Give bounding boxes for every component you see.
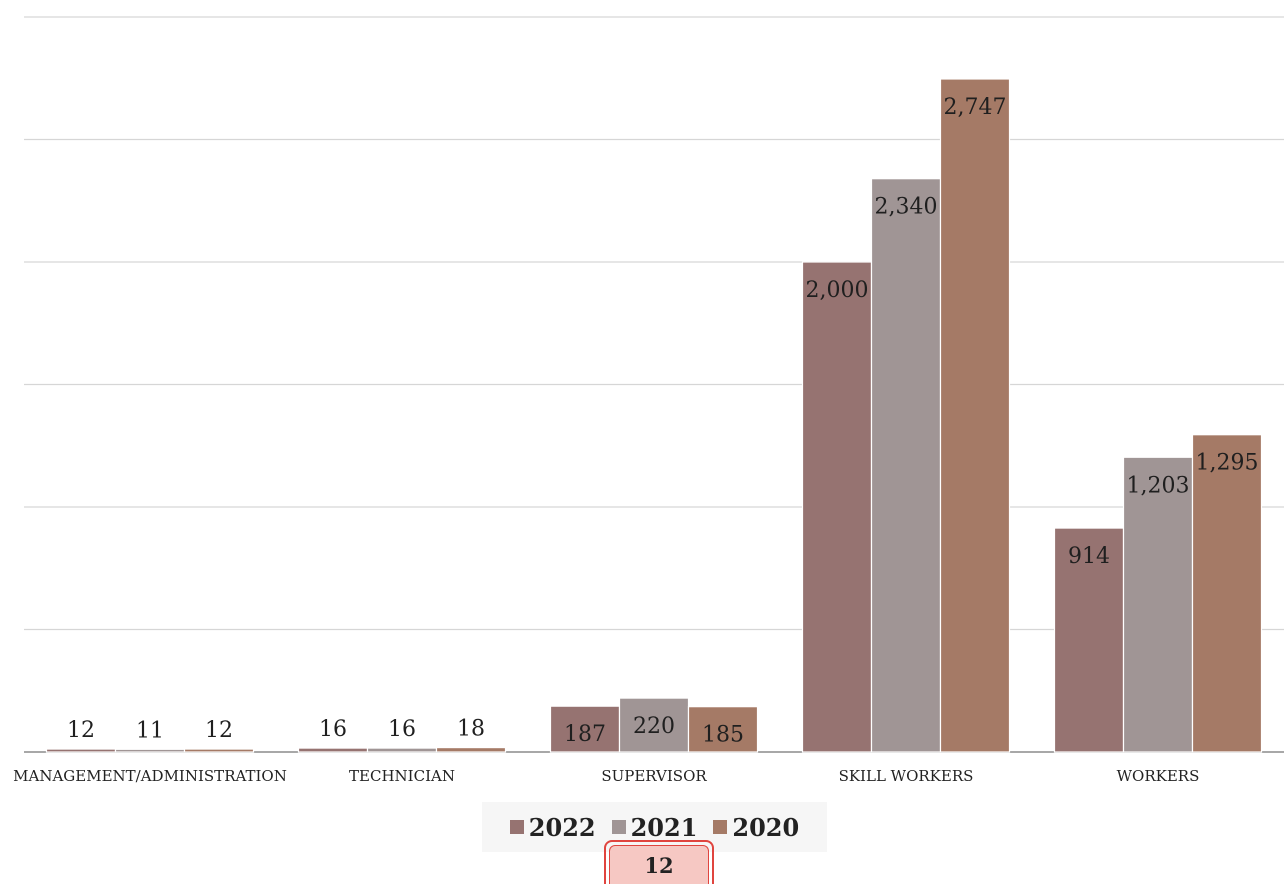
legend-item-2022[interactable]: 2022	[509, 812, 596, 842]
data-label-2021-3: 2,340	[875, 195, 938, 220]
bar-2020-0[interactable]	[183, 748, 255, 753]
bar-2020-4[interactable]	[1191, 434, 1263, 753]
bar-2020-1[interactable]	[435, 746, 507, 753]
bar-2021-2[interactable]	[618, 697, 690, 753]
data-label-2020-2: 185	[702, 723, 744, 748]
data-label-2022-4: 914	[1068, 544, 1110, 569]
bars	[45, 78, 1263, 753]
bar-chart: 12 11 12 16 16 18 187 220 185 2,000 2,340 2,747 914 1…	[13, 16, 1284, 785]
legend-label-2022: 2022	[528, 812, 596, 842]
legend-item-2021[interactable]: 2021	[611, 812, 698, 842]
legend-swatch-2020	[713, 820, 728, 834]
bar-2021-0[interactable]	[114, 748, 186, 753]
data-label-2020-0: 12	[205, 718, 233, 743]
bar-2021-1[interactable]	[366, 747, 438, 753]
value-tooltip: 12	[604, 840, 714, 884]
data-label-2021-4: 1,203	[1127, 473, 1190, 498]
data-label-2020-3: 2,747	[944, 95, 1007, 120]
legend-swatch-2022	[509, 820, 524, 834]
category-label-3: SKILL WORKERS	[839, 767, 974, 785]
legend-item-2020[interactable]: 2020	[713, 813, 799, 842]
bar-2021-3[interactable]	[870, 178, 942, 753]
bar-2022-0[interactable]	[45, 748, 117, 753]
bar-2022-2[interactable]	[549, 705, 621, 753]
legend-label-2020: 2020	[732, 812, 800, 842]
data-label-2022-0: 12	[67, 718, 95, 743]
bar-2020-2[interactable]	[687, 706, 759, 753]
tooltip-value: 12	[609, 845, 709, 884]
data-labels: 12 11 12 16 16 18 187 220 185 2,000 2,340 2,747 914 1…	[67, 95, 1258, 748]
data-label-2021-1: 16	[388, 717, 416, 742]
data-label-2020-1: 18	[457, 717, 485, 742]
data-label-2020-4: 1,295	[1196, 451, 1259, 476]
category-label-4: WORKERS	[1117, 767, 1200, 785]
category-labels: MANAGEMENT/ADMINISTRATION TECHNICIAN SUPER…	[13, 767, 1199, 785]
legend-swatch-2021	[611, 820, 626, 834]
data-label-2022-2: 187	[564, 722, 606, 747]
data-label-2022-1: 16	[319, 717, 347, 742]
bar-2020-3[interactable]	[939, 78, 1011, 753]
category-label-1: TECHNICIAN	[349, 767, 455, 785]
legend: 2022 2021 2020	[482, 802, 827, 852]
data-label-2021-2: 220	[633, 714, 675, 739]
bar-2022-4[interactable]	[1053, 527, 1125, 753]
category-label-2: SUPERVISOR	[601, 767, 707, 785]
category-label-0: MANAGEMENT/ADMINISTRATION	[13, 767, 287, 785]
data-label-2021-0: 11	[136, 718, 164, 743]
data-label-2022-3: 2,000	[806, 278, 869, 303]
legend-label-2021: 2021	[630, 812, 698, 842]
bar-2022-3[interactable]	[801, 261, 873, 753]
bar-2021-4[interactable]	[1122, 456, 1194, 753]
bar-2022-1[interactable]	[297, 747, 369, 753]
